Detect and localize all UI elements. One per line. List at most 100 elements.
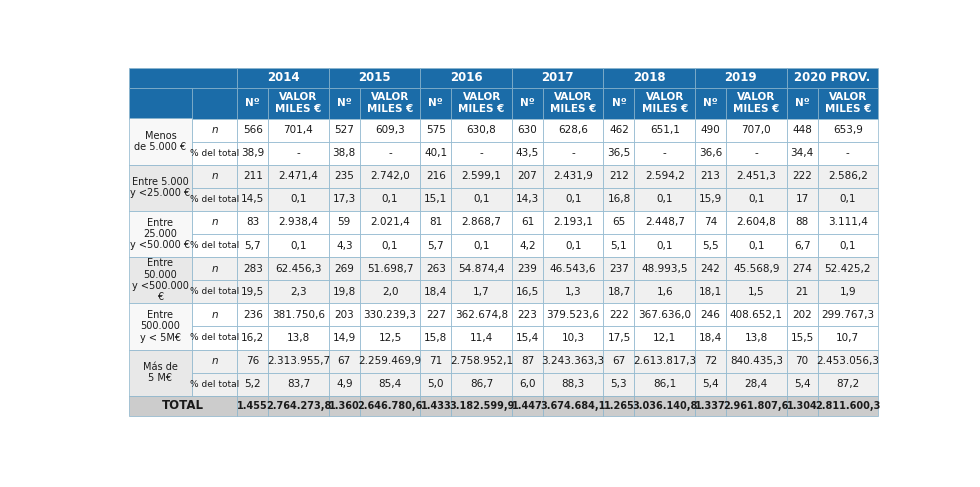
Bar <box>269 118 328 142</box>
Text: 83: 83 <box>246 218 260 227</box>
Text: 223: 223 <box>517 310 537 320</box>
Bar <box>360 118 420 142</box>
Text: 45.568,9: 45.568,9 <box>733 263 779 274</box>
Bar <box>328 257 360 280</box>
Bar <box>787 142 817 165</box>
Text: 86,7: 86,7 <box>470 379 493 389</box>
Bar <box>787 88 817 118</box>
Bar <box>237 234 269 257</box>
Bar <box>128 303 192 350</box>
Bar <box>269 165 328 188</box>
Bar <box>192 350 237 373</box>
Text: 0,1: 0,1 <box>290 194 307 205</box>
Bar <box>695 165 726 188</box>
Text: 85,4: 85,4 <box>378 379 402 389</box>
Text: 211: 211 <box>243 171 263 181</box>
Bar <box>634 396 695 416</box>
Text: 17,5: 17,5 <box>608 333 630 343</box>
Text: 701,4: 701,4 <box>283 125 314 135</box>
Text: 15,1: 15,1 <box>424 194 448 205</box>
Text: 86,1: 86,1 <box>653 379 676 389</box>
Text: Nº: Nº <box>795 98 809 108</box>
Text: Entre
500.000
y < 5M€: Entre 500.000 y < 5M€ <box>140 310 181 342</box>
Text: VALOR
MILES €: VALOR MILES € <box>459 93 505 113</box>
Text: 2.811.600,3: 2.811.600,3 <box>815 401 881 411</box>
Text: 2.453.056,3: 2.453.056,3 <box>816 356 879 366</box>
Text: 1.447: 1.447 <box>512 401 543 411</box>
Text: 74: 74 <box>704 218 717 227</box>
Bar <box>192 118 237 142</box>
Text: 653,9: 653,9 <box>833 125 862 135</box>
Text: Nº: Nº <box>520 98 535 108</box>
Text: 4,2: 4,2 <box>519 241 536 250</box>
Text: 15,8: 15,8 <box>424 333 448 343</box>
Bar <box>420 88 452 118</box>
Bar <box>269 350 328 373</box>
Text: 15,5: 15,5 <box>791 333 813 343</box>
Text: 18,4: 18,4 <box>699 333 722 343</box>
Text: 1.265: 1.265 <box>604 401 634 411</box>
Bar <box>726 165 787 188</box>
Bar <box>817 142 878 165</box>
Text: n: n <box>212 263 218 274</box>
Text: 0,1: 0,1 <box>290 241 307 250</box>
Bar <box>634 211 695 234</box>
Text: 72: 72 <box>704 356 717 366</box>
Text: 1.433: 1.433 <box>420 401 451 411</box>
Text: 0,1: 0,1 <box>657 241 673 250</box>
Text: 2.193,1: 2.193,1 <box>554 218 593 227</box>
Text: 0,1: 0,1 <box>473 241 490 250</box>
Bar <box>128 257 192 303</box>
Bar <box>726 280 787 303</box>
Text: 2.604,8: 2.604,8 <box>736 218 776 227</box>
Text: 5,5: 5,5 <box>703 241 718 250</box>
Text: 1.337: 1.337 <box>695 401 726 411</box>
Text: 203: 203 <box>334 310 354 320</box>
Text: 14,9: 14,9 <box>332 333 356 343</box>
Text: 235: 235 <box>334 171 354 181</box>
Bar <box>817 280 878 303</box>
Bar <box>604 326 634 350</box>
Bar <box>543 88 604 118</box>
Bar <box>420 326 452 350</box>
Text: % del total: % del total <box>190 380 239 389</box>
Bar <box>787 68 878 88</box>
Bar <box>192 165 237 188</box>
Bar <box>328 373 360 396</box>
Bar <box>420 142 452 165</box>
Bar <box>452 88 512 118</box>
Text: 65: 65 <box>612 218 625 227</box>
Bar <box>726 188 787 211</box>
Bar <box>512 211 543 234</box>
Bar <box>787 326 817 350</box>
Bar <box>452 280 512 303</box>
Text: 2019: 2019 <box>724 71 758 84</box>
Text: 6,7: 6,7 <box>794 241 810 250</box>
Text: n: n <box>212 356 218 366</box>
Bar <box>787 280 817 303</box>
Bar <box>543 303 604 326</box>
Text: TOTAL: TOTAL <box>162 399 204 412</box>
Bar <box>604 350 634 373</box>
Text: 2.599,1: 2.599,1 <box>462 171 502 181</box>
Text: 2.586,2: 2.586,2 <box>828 171 867 181</box>
Text: 87: 87 <box>520 356 534 366</box>
Bar <box>237 350 269 373</box>
Bar <box>269 257 328 280</box>
Text: 17,3: 17,3 <box>332 194 356 205</box>
Bar <box>328 303 360 326</box>
Bar <box>726 303 787 326</box>
Text: 16,8: 16,8 <box>608 194 630 205</box>
Text: 212: 212 <box>609 171 629 181</box>
Text: 2.259.469,9: 2.259.469,9 <box>359 356 421 366</box>
Text: 0,1: 0,1 <box>382 194 398 205</box>
Bar <box>269 211 328 234</box>
Text: 566: 566 <box>243 125 263 135</box>
Bar <box>420 373 452 396</box>
Bar <box>726 88 787 118</box>
Bar <box>543 373 604 396</box>
Bar <box>328 188 360 211</box>
Text: VALOR
MILES €: VALOR MILES € <box>642 93 688 113</box>
Bar <box>512 257 543 280</box>
Bar <box>328 118 360 142</box>
